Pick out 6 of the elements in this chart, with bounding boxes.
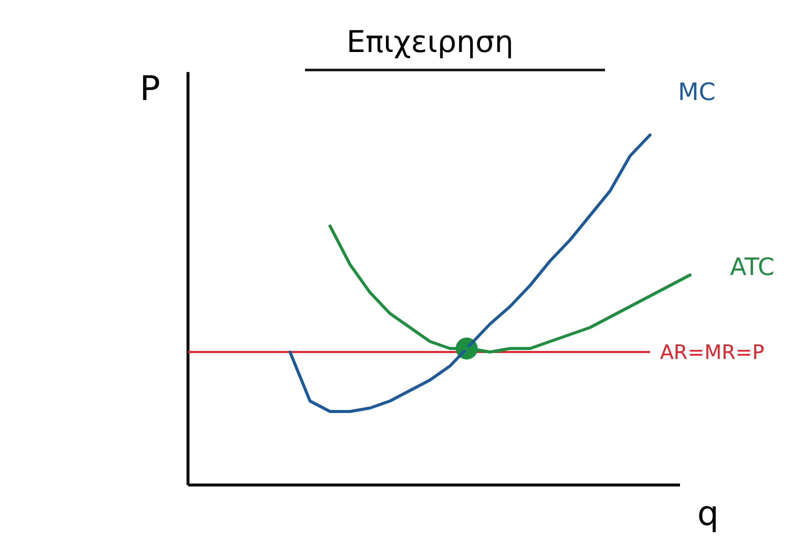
series-label: MC [678, 78, 716, 106]
series-label: ATC [730, 253, 775, 281]
ref-line-label: AR=MR=P [660, 340, 764, 364]
chart-title: Επιχειρηση [346, 25, 514, 60]
y-axis-title: P [140, 69, 160, 109]
x-axis-title: q [697, 494, 719, 534]
